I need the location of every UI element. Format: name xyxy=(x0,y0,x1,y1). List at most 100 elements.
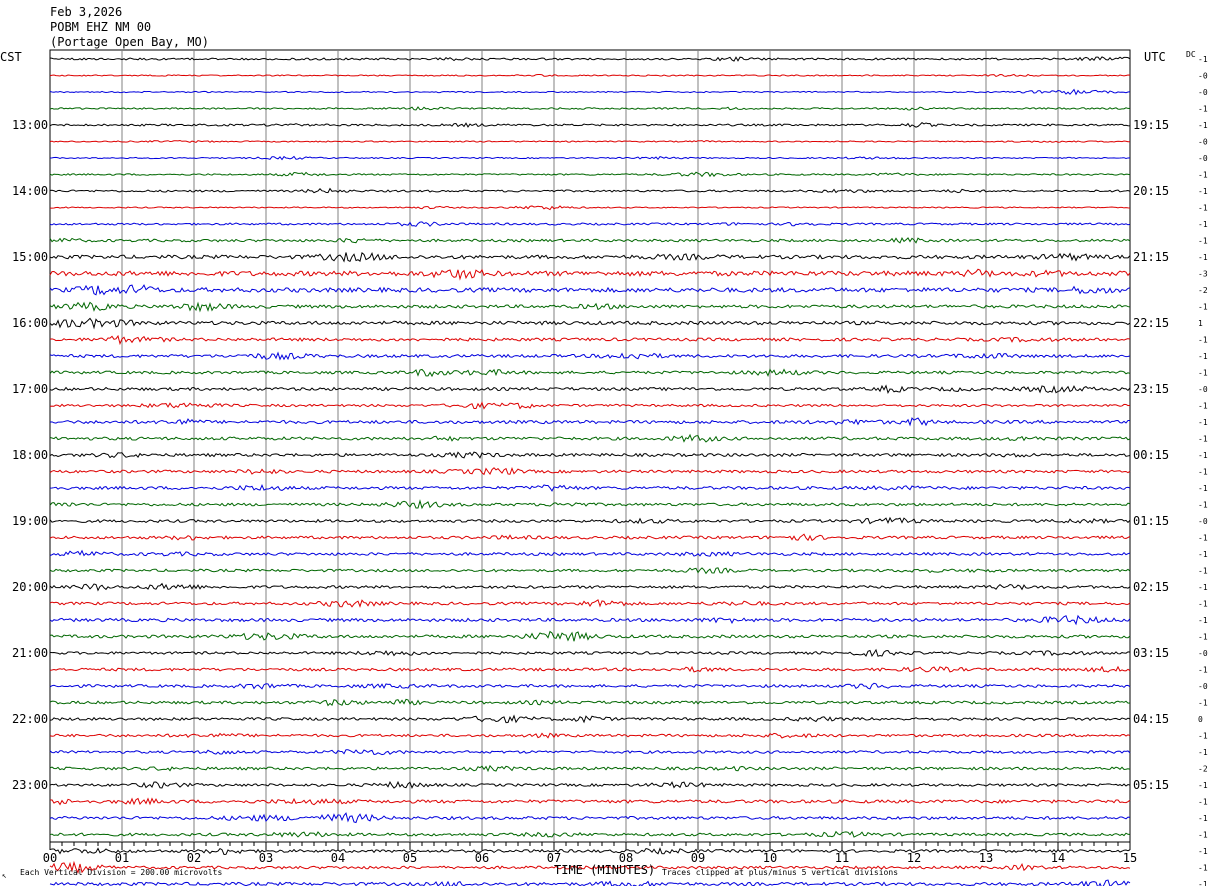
trace-line xyxy=(49,847,1131,856)
trace-line xyxy=(49,139,1131,144)
trace-line xyxy=(49,749,1131,756)
x-tick-label: 07 xyxy=(547,851,561,865)
x-axis-title: TIME (MINUTES) xyxy=(554,863,655,877)
dc-offset-value: -1 xyxy=(1198,666,1208,675)
left-timezone-label: CST xyxy=(0,50,22,64)
trace-line xyxy=(49,88,1131,96)
trace-line xyxy=(49,714,1131,724)
right-time-label: 01:15 xyxy=(1133,514,1169,528)
trace-line xyxy=(49,401,1131,410)
dc-offset-value: -1 xyxy=(1198,402,1208,411)
left-time-label: 20:00 xyxy=(12,580,48,594)
trace-line xyxy=(49,205,1131,211)
header-location: (Portage Open Bay, MO) xyxy=(50,35,209,49)
dc-offset-value: -1 xyxy=(1198,534,1208,543)
right-timezone-label: UTC xyxy=(1144,50,1166,64)
trace-line xyxy=(49,614,1131,626)
dc-offset-value: -1 xyxy=(1198,55,1208,64)
trace-line xyxy=(49,812,1131,824)
dc-offset-value: -1 xyxy=(1198,336,1208,345)
trace-line xyxy=(49,317,1131,330)
right-time-label: 23:15 xyxy=(1133,382,1169,396)
trace-line xyxy=(49,334,1131,346)
dc-offset-value: 1 xyxy=(1198,319,1203,328)
dc-offset-value: -1 xyxy=(1198,303,1208,312)
trace-line xyxy=(49,764,1131,773)
dc-offset-value: -0 xyxy=(1198,154,1208,163)
dc-offset-value: -1 xyxy=(1198,748,1208,757)
trace-line xyxy=(49,599,1131,608)
trace-line xyxy=(49,155,1131,161)
left-time-label: 21:00 xyxy=(12,646,48,660)
trace-line xyxy=(49,582,1131,592)
trace-line xyxy=(49,122,1131,128)
dc-offset-labels: -1 -0 -0 -1 -1 -0 -0 -1 -1 -1 -1 -1 -1 -3 -2 -1 1 -1 -1 -1 -… xyxy=(1198,55,1208,886)
right-time-label: 21:15 xyxy=(1133,250,1169,264)
dc-label: DC xyxy=(1186,50,1196,59)
dc-offset-value: -0 xyxy=(1198,385,1208,394)
right-time-label: 20:15 xyxy=(1133,184,1169,198)
trace-line xyxy=(49,516,1131,525)
trace-line xyxy=(49,433,1131,443)
trace-line xyxy=(49,797,1131,806)
dc-offset-value: -1 xyxy=(1198,880,1208,886)
x-tick-label: 13 xyxy=(979,851,993,865)
right-time-labels: 19:15 20:15 21:15 22:15 23:15 00:15 01:15 02:15… xyxy=(1133,118,1169,792)
trace-line xyxy=(49,221,1131,227)
trace-line xyxy=(49,284,1131,296)
trace-line xyxy=(49,351,1131,361)
dc-offset-value: -1 xyxy=(1198,237,1208,246)
dc-offset-value: -1 xyxy=(1198,369,1208,378)
dc-offset-value: -1 xyxy=(1198,484,1208,493)
dc-offset-value: -1 xyxy=(1198,633,1208,642)
dc-offset-value: -1 xyxy=(1198,121,1208,130)
left-time-labels: 13:00 14:00 15:00 16:00 17:00 18:00 19:00 20:00… xyxy=(12,118,48,792)
dc-offset-value: -2 xyxy=(1198,765,1208,774)
dc-offset-value: -1 xyxy=(1198,550,1208,559)
dc-offset-value: -1 xyxy=(1198,171,1208,180)
dc-offset-value: -1 xyxy=(1198,699,1208,708)
right-time-label: 05:15 xyxy=(1133,778,1169,792)
clip-note: Traces clipped at plus/minus 5 vertical … xyxy=(662,868,898,877)
dc-offset-value: -2 xyxy=(1198,286,1208,295)
trace-line xyxy=(49,466,1131,476)
trace-line xyxy=(49,236,1131,244)
trace-line xyxy=(49,549,1131,557)
trace-line xyxy=(49,698,1131,707)
trace-line xyxy=(49,451,1131,459)
dc-offset-value: -1 xyxy=(1198,105,1208,114)
dc-offset-value: -1 xyxy=(1198,583,1208,592)
dc-offset-value: -1 xyxy=(1198,814,1208,823)
plot-frame xyxy=(49,49,1131,843)
header-station: POBM EHZ NM 00 xyxy=(50,20,151,34)
x-tick-label: 10 xyxy=(763,851,777,865)
x-tick-label: 05 xyxy=(403,851,417,865)
x-tick-label: 00 xyxy=(43,851,57,865)
dc-offset-value: -1 xyxy=(1198,220,1208,229)
dc-offset-value: -1 xyxy=(1198,600,1208,609)
x-tick-label: 12 xyxy=(907,851,921,865)
left-time-label: 16:00 xyxy=(12,316,48,330)
x-axis: 00 01 02 03 04 05 06 07 08 09 10 11 12 13 14 15 xyxy=(43,842,1137,865)
left-time-label: 15:00 xyxy=(12,250,48,264)
right-time-label: 02:15 xyxy=(1133,580,1169,594)
dc-offset-value: -1 xyxy=(1198,501,1208,510)
x-tick-label: 06 xyxy=(475,851,489,865)
dc-offset-value: -1 xyxy=(1198,253,1208,262)
dc-offset-value: -1 xyxy=(1198,468,1208,477)
dc-offset-value: -1 xyxy=(1198,418,1208,427)
trace-line xyxy=(49,860,1131,874)
x-tick-label: 15 xyxy=(1123,851,1137,865)
trace-line xyxy=(49,533,1131,542)
dc-offset-value: -1 xyxy=(1198,864,1208,873)
dc-offset-value: -0 xyxy=(1198,88,1208,97)
right-time-label: 19:15 xyxy=(1133,118,1169,132)
trace-line xyxy=(49,483,1131,492)
x-tick-label: 14 xyxy=(1051,851,1065,865)
right-time-label: 22:15 xyxy=(1133,316,1169,330)
trace-line xyxy=(49,830,1131,838)
dc-offset-value: -0 xyxy=(1198,517,1208,526)
x-tick-label: 03 xyxy=(259,851,273,865)
dc-offset-value: -1 xyxy=(1198,567,1208,576)
left-time-label: 14:00 xyxy=(12,184,48,198)
